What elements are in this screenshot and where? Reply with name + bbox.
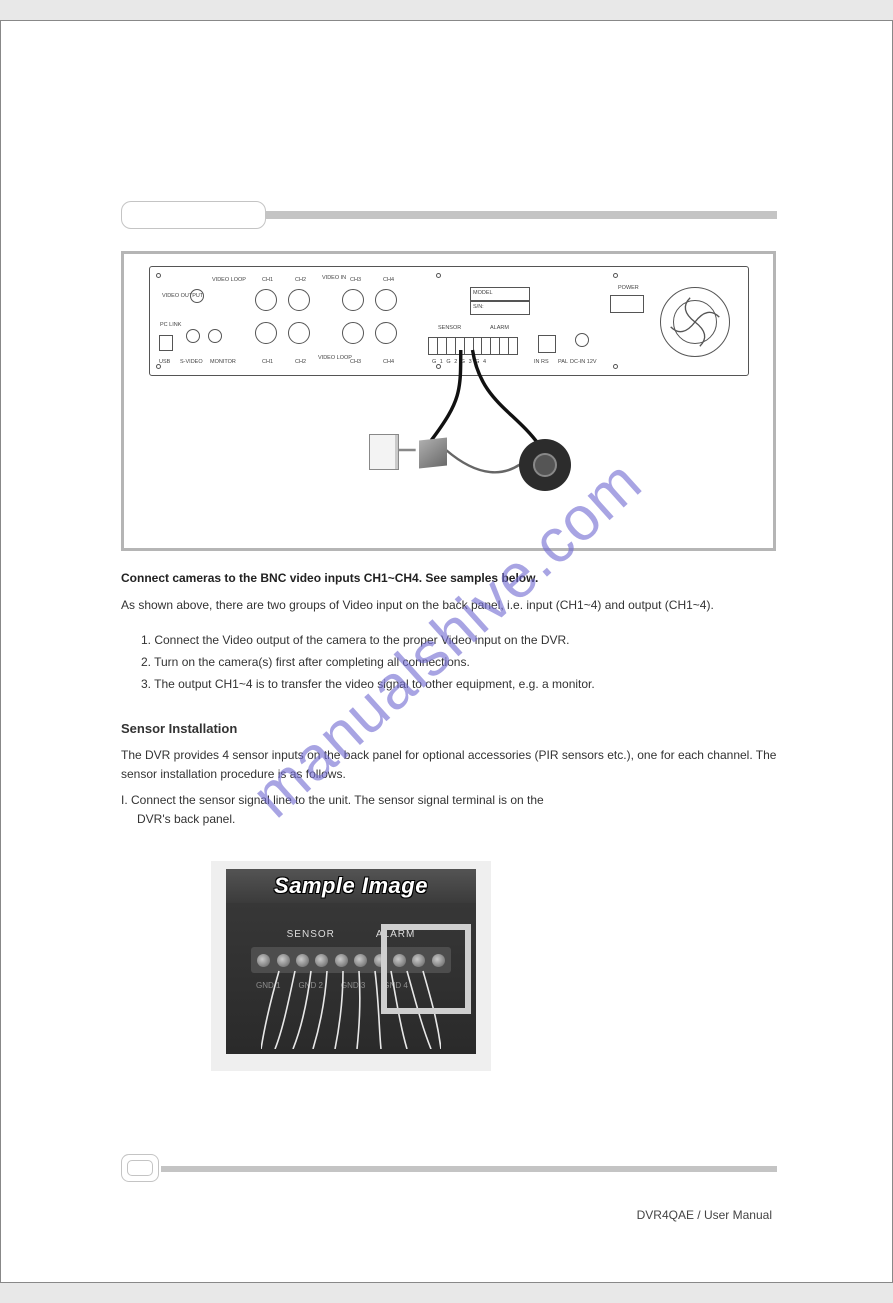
label-ch3b: CH3 bbox=[350, 359, 361, 365]
photo-highlight-box bbox=[381, 924, 471, 1014]
label-power: POWER bbox=[618, 285, 639, 291]
label-video-in: VIDEO IN bbox=[322, 275, 346, 281]
bnc-ch3-in bbox=[342, 289, 364, 311]
label-ch1: CH1 bbox=[262, 277, 273, 283]
dc-in-jack bbox=[575, 333, 589, 347]
label-model: MODEL bbox=[473, 290, 493, 296]
label-ch1b: CH1 bbox=[262, 359, 273, 365]
label-monitor: MONITOR bbox=[210, 359, 236, 365]
bnc-s-video bbox=[186, 329, 200, 343]
intro-text: Connect cameras to the BNC video inputs … bbox=[121, 569, 777, 588]
bnc-video-out bbox=[190, 289, 204, 303]
sub-heading: Sensor Installation bbox=[121, 721, 237, 736]
bnc-monitor bbox=[208, 329, 222, 343]
bnc-ch4-loop bbox=[375, 322, 397, 344]
label-ch2b: CH2 bbox=[295, 359, 306, 365]
paragraph-1: As shown above, there are two groups of … bbox=[121, 596, 777, 615]
photo-sensor-text: SENSOR bbox=[287, 929, 335, 940]
label-ch4b: CH4 bbox=[383, 359, 394, 365]
power-switch bbox=[610, 295, 644, 313]
label-in-rs: IN RS bbox=[534, 359, 549, 365]
camera-icon bbox=[519, 439, 571, 491]
bnc-ch1-loop bbox=[255, 322, 277, 344]
label-s-video: S-VIDEO bbox=[180, 359, 203, 365]
in-rs-box bbox=[538, 335, 556, 353]
fan-icon bbox=[660, 287, 730, 357]
sample-photo-wrapper: Sample Image SENSOR ALARM GND 1 GND 2 GN… bbox=[211, 861, 491, 1071]
label-ch2: CH2 bbox=[295, 277, 306, 283]
label-sensor: SENSOR bbox=[438, 325, 461, 331]
label-terminal-pins: G 1 G 2 G 3 G 4 bbox=[432, 359, 487, 365]
screw-icon bbox=[156, 273, 161, 278]
power-adapter-icon bbox=[419, 438, 447, 469]
page: VIDEO OUTPUT PC LINK USB S-VIDEO MONITOR… bbox=[0, 20, 893, 1283]
label-ch3: CH3 bbox=[350, 277, 361, 283]
pc-link-port bbox=[159, 335, 173, 351]
label-dc-in: DC-IN 12V bbox=[570, 359, 597, 365]
header-pill bbox=[121, 201, 266, 229]
screw-icon bbox=[613, 273, 618, 278]
bnc-ch1-in bbox=[255, 289, 277, 311]
footer-bar bbox=[161, 1166, 777, 1172]
list-item-1: 1. Connect the Video output of the camer… bbox=[121, 631, 777, 650]
description-2a: I. Connect the sensor signal line to the… bbox=[121, 793, 544, 807]
description-1: The DVR provides 4 sensor inputs on the … bbox=[121, 746, 777, 783]
bnc-ch2-in bbox=[288, 289, 310, 311]
label-video-loop: VIDEO LOOP bbox=[212, 277, 246, 283]
bnc-ch4-in bbox=[375, 289, 397, 311]
footer-page-box bbox=[121, 1154, 159, 1182]
sample-banner: Sample Image bbox=[226, 869, 476, 903]
description-2b: DVR's back panel. bbox=[121, 812, 235, 826]
footer-text: DVR4QAE / User Manual bbox=[637, 1208, 772, 1222]
sensor-alarm-terminal bbox=[428, 337, 518, 355]
screw-icon bbox=[613, 364, 618, 369]
device-diagram-frame: VIDEO OUTPUT PC LINK USB S-VIDEO MONITOR… bbox=[121, 251, 776, 551]
wall-outlet-icon bbox=[369, 434, 399, 470]
bnc-ch2-loop bbox=[288, 322, 310, 344]
label-pc-link: PC LINK bbox=[160, 322, 181, 328]
label-ch4: CH4 bbox=[383, 277, 394, 283]
list-item-3: 3. The output CH1~4 is to transfer the v… bbox=[121, 675, 777, 694]
list-item-2: 2. Turn on the camera(s) first after com… bbox=[121, 653, 777, 672]
label-usb: USB bbox=[159, 359, 170, 365]
bnc-ch3-loop bbox=[342, 322, 364, 344]
device-back-panel: VIDEO OUTPUT PC LINK USB S-VIDEO MONITOR… bbox=[149, 266, 749, 376]
label-alarm: ALARM bbox=[490, 325, 509, 331]
label-video-loop-b: VIDEO LOOP bbox=[318, 355, 352, 361]
label-pal: PAL bbox=[558, 359, 568, 365]
sample-photo: Sample Image SENSOR ALARM GND 1 GND 2 GN… bbox=[226, 869, 476, 1054]
description-2: I. Connect the sensor signal line to the… bbox=[121, 791, 777, 828]
label-sn: S/N: bbox=[473, 304, 484, 310]
screw-icon bbox=[436, 273, 441, 278]
